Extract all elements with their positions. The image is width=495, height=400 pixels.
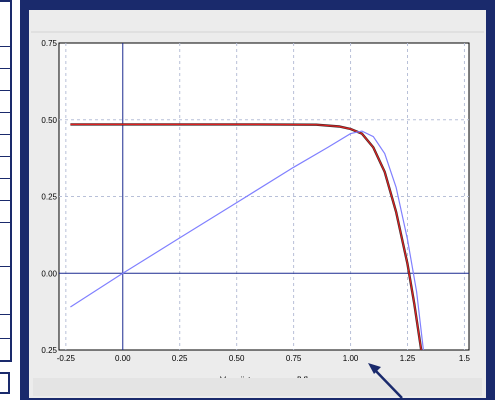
y-tick-label: 0.50 <box>41 116 57 125</box>
left-tab[interactable] <box>0 372 10 394</box>
panel-divider <box>0 222 10 223</box>
x-tick-label: 0.00 <box>115 354 131 363</box>
iv-curve-chart: -0.25 0.00 0.25 0.50 0.75 1.00 1.25 1.5 0.75 0.50… <box>31 31 484 396</box>
x-tick-label: 1.00 <box>343 354 359 363</box>
x-tick-label: 0.50 <box>229 354 245 363</box>
x-tick-label: 0.25 <box>172 354 188 363</box>
tick-labels: -0.25 0.00 0.25 0.50 0.75 1.00 1.25 1.5 0.75 0.50… <box>41 39 470 363</box>
panel-divider <box>0 134 10 135</box>
panel-divider <box>0 156 10 157</box>
x-tick-label: 0.75 <box>286 354 302 363</box>
panel-divider <box>0 200 10 201</box>
series <box>70 123 424 351</box>
chart-window: -0.25 0.00 0.25 0.50 0.75 1.00 1.25 1.5 0.75 0.50… <box>20 0 495 400</box>
panel-divider <box>0 338 10 339</box>
bottom-scrollbar[interactable] <box>33 378 482 396</box>
panel-divider <box>0 112 10 113</box>
chart-panel: -0.25 0.00 0.25 0.50 0.75 1.00 1.25 1.5 0.75 0.50… <box>29 10 486 398</box>
panel-divider <box>0 90 10 91</box>
x-tick-label: 1.5 <box>459 354 471 363</box>
axes <box>59 43 469 350</box>
x-tick-label: -0.25 <box>57 354 76 363</box>
y-tick-label: 0.00 <box>41 269 57 278</box>
left-panel <box>0 0 12 362</box>
panel-divider <box>0 266 10 267</box>
y-tick-label: 0.25 <box>41 193 57 202</box>
panel-divider <box>0 314 10 315</box>
pointer-arrow <box>368 363 403 398</box>
series-line <box>70 130 424 351</box>
y-tick-label: 0.25 <box>41 346 57 355</box>
grid <box>59 43 469 350</box>
panel-divider <box>0 178 10 179</box>
panel-divider <box>0 68 10 69</box>
panel-divider <box>0 46 10 47</box>
series-line <box>70 123 422 351</box>
x-tick-label: 1.25 <box>400 354 416 363</box>
y-tick-label: 0.75 <box>41 39 57 48</box>
